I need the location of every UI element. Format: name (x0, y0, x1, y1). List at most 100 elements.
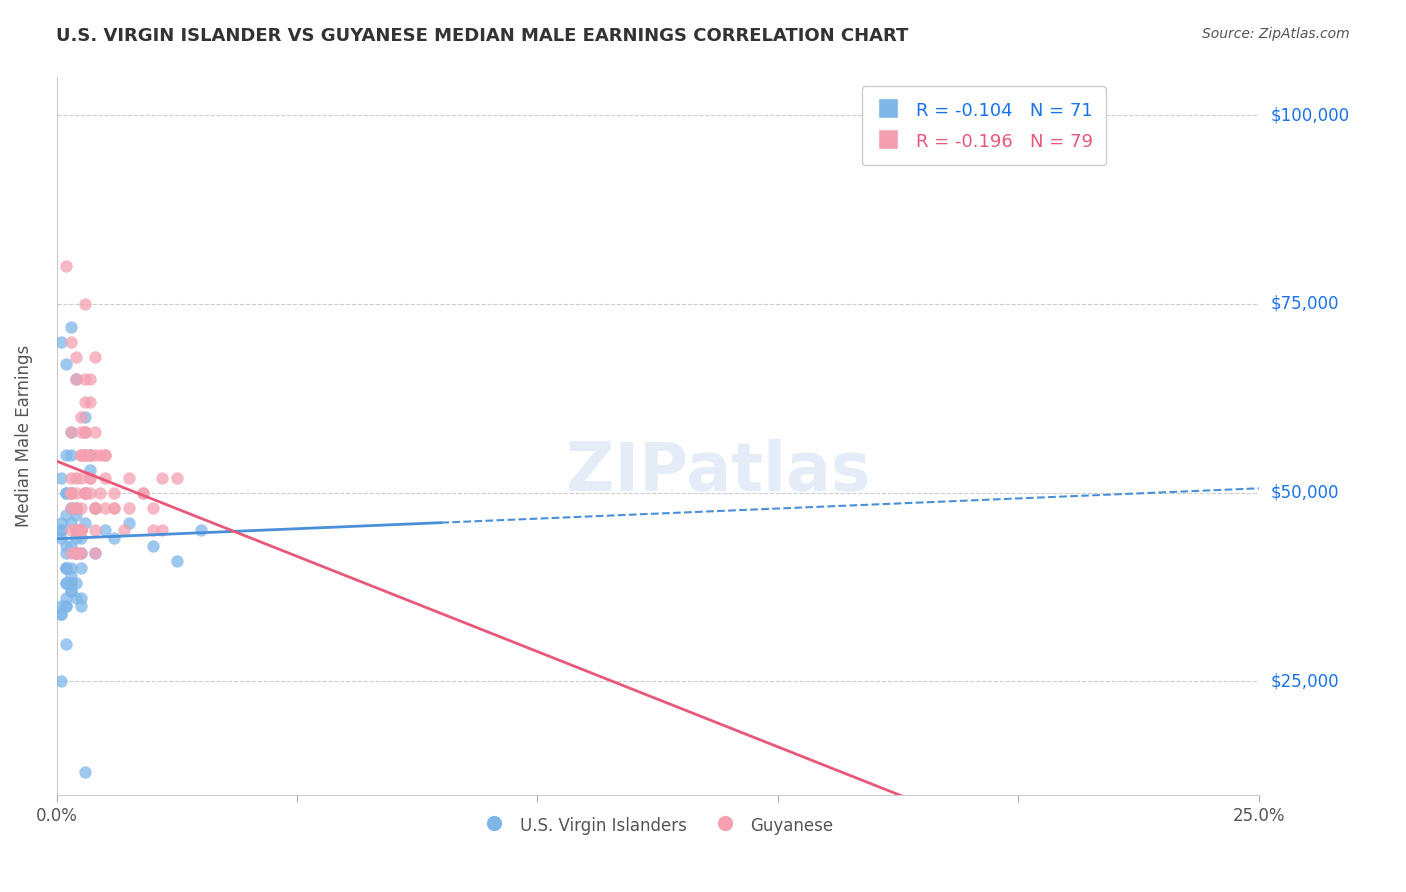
Point (84, 500, 107, 515)
Point (142, 524, 165, 538)
Point (60, 485, 83, 500)
Point (55, 599, 77, 613)
Point (75, 372, 97, 386)
Point (65, 508, 87, 523)
Point (60, 524, 83, 538)
Point (69, 500, 91, 515)
Point (51, 470, 73, 484)
Point (84, 425, 107, 440)
Point (65, 524, 87, 538)
Point (75, 425, 97, 440)
Point (79, 485, 101, 500)
Point (69, 425, 91, 440)
Point (55, 546, 77, 560)
Point (75, 516, 97, 530)
Point (55, 576, 77, 591)
Point (84, 500, 107, 515)
Point (69, 448, 91, 462)
Y-axis label: Median Male Earnings: Median Male Earnings (15, 345, 32, 527)
Point (60, 561, 83, 575)
Point (142, 539, 165, 553)
Point (69, 561, 91, 575)
Point (60, 583, 83, 598)
Point (65, 576, 87, 591)
Point (69, 524, 91, 538)
Point (60, 485, 83, 500)
Point (55, 561, 77, 575)
Point (84, 500, 107, 515)
Point (75, 410, 97, 425)
Point (84, 448, 107, 462)
Point (60, 539, 83, 553)
Point (65, 546, 87, 560)
Point (69, 531, 91, 545)
Point (60, 425, 83, 440)
Point (75, 448, 97, 462)
Text: $50,000: $50,000 (1271, 483, 1340, 501)
Point (75, 765, 97, 780)
Point (69, 599, 91, 613)
Point (55, 448, 77, 462)
Point (69, 546, 91, 560)
Point (79, 470, 101, 484)
Point (84, 524, 107, 538)
Point (75, 395, 97, 409)
Point (75, 485, 97, 500)
Point (51, 531, 73, 545)
Point (118, 516, 141, 530)
Point (69, 524, 91, 538)
Point (60, 500, 83, 515)
Point (69, 470, 91, 484)
Text: Source: ZipAtlas.com: Source: ZipAtlas.com (1202, 27, 1350, 41)
Point (51, 524, 73, 538)
Point (55, 259, 77, 273)
Point (51, 524, 73, 538)
Point (60, 448, 83, 462)
Point (60, 576, 83, 591)
Point (84, 546, 107, 560)
Point (60, 576, 83, 591)
Point (84, 546, 107, 560)
Point (93, 500, 115, 515)
Point (79, 395, 101, 409)
Point (75, 297, 97, 311)
Point (75, 485, 97, 500)
Point (75, 448, 97, 462)
Point (69, 410, 91, 425)
Point (60, 319, 83, 334)
Point (60, 500, 83, 515)
Point (65, 546, 87, 560)
Point (89, 448, 111, 462)
Point (60, 568, 83, 582)
Legend: U.S. Virgin Islanders, Guyanese: U.S. Virgin Islanders, Guyanese (474, 806, 842, 844)
Point (69, 546, 91, 560)
Point (142, 500, 165, 515)
Point (51, 674, 73, 689)
Point (60, 470, 83, 484)
Point (79, 448, 101, 462)
Point (60, 546, 83, 560)
Point (93, 448, 115, 462)
Point (60, 334, 83, 349)
Point (93, 470, 115, 484)
Point (69, 524, 91, 538)
Point (60, 485, 83, 500)
Text: $25,000: $25,000 (1271, 673, 1340, 690)
Point (79, 448, 101, 462)
Text: $100,000: $100,000 (1271, 106, 1350, 124)
Point (166, 554, 188, 568)
Point (75, 485, 97, 500)
Point (55, 357, 77, 371)
Point (132, 485, 155, 500)
Point (55, 591, 77, 606)
Point (60, 425, 83, 440)
Point (118, 470, 141, 484)
Point (79, 448, 101, 462)
Point (65, 546, 87, 560)
Point (103, 500, 125, 515)
Point (84, 500, 107, 515)
Point (69, 524, 91, 538)
Point (55, 576, 77, 591)
Point (55, 637, 77, 651)
Point (89, 485, 111, 500)
